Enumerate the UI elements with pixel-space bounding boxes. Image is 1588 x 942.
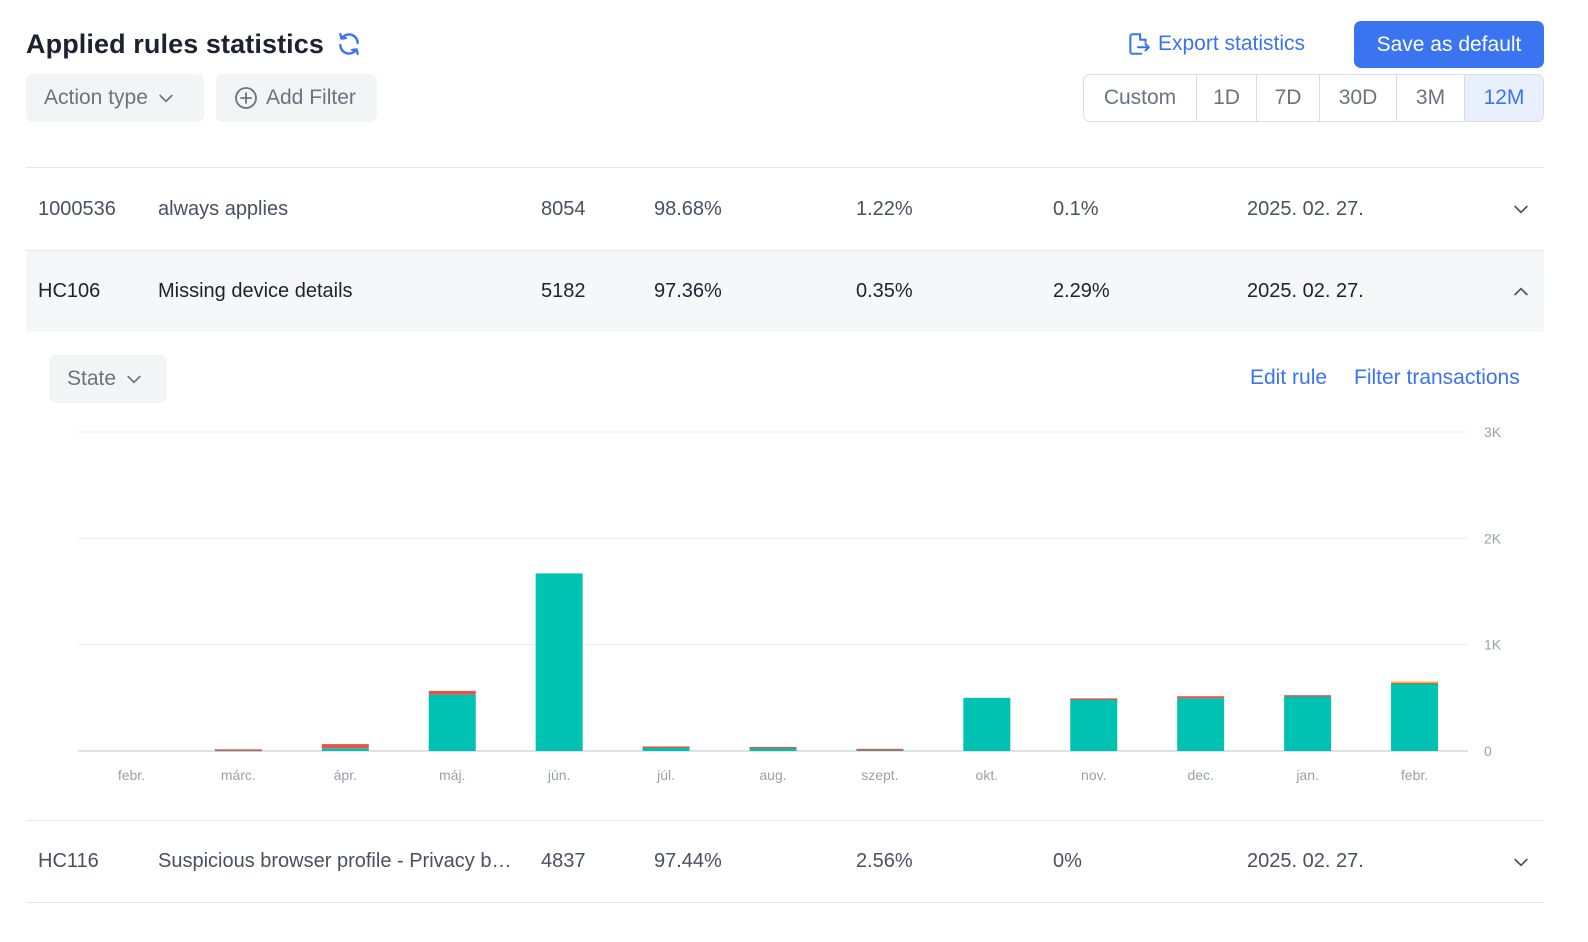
divider <box>26 167 1544 168</box>
bar-segment <box>1391 681 1439 683</box>
chevron-down-icon[interactable] <box>1510 198 1532 220</box>
bar-segment <box>428 690 476 695</box>
chevron-down-icon <box>124 369 144 389</box>
rule-count: 5182 <box>541 280 586 302</box>
bar-segment <box>321 748 369 751</box>
filter-transactions-link[interactable]: Filter transactions <box>1354 366 1520 389</box>
rule-date: 2025. 02. 27. <box>1247 280 1364 302</box>
action-type-label: Action type <box>44 86 148 109</box>
bar-segment <box>1177 696 1225 699</box>
range-1d[interactable]: 1D <box>1197 75 1257 121</box>
chevron-down-icon[interactable] <box>1510 851 1532 873</box>
x-tick-label: ápr. <box>334 767 357 783</box>
rule-name: always applies <box>158 197 289 220</box>
range-30d[interactable]: 30D <box>1320 75 1397 121</box>
bar-segment <box>321 744 369 749</box>
table-row[interactable]: HC116 Suspicious browser profile - Priva… <box>26 821 1544 903</box>
x-tick-label: okt. <box>976 767 999 783</box>
range-12m[interactable]: 12M <box>1465 75 1543 121</box>
x-tick-label: nov. <box>1081 767 1106 783</box>
y-tick-label: 2K <box>1484 530 1502 546</box>
range-7d[interactable]: 7D <box>1257 75 1320 121</box>
rule-date: 2025. 02. 27. <box>1247 850 1364 872</box>
rule-name: Missing device details <box>158 280 353 302</box>
y-tick-label: 3K <box>1484 424 1502 440</box>
export-label: Export statistics <box>1158 32 1306 55</box>
x-tick-label: aug. <box>759 767 786 783</box>
x-tick-label: márc. <box>221 767 256 783</box>
x-tick-label: jún. <box>547 767 571 783</box>
bar-segment <box>1177 698 1225 751</box>
rule-percent-3: 0% <box>1053 850 1082 872</box>
rule-percent-2: 1.22% <box>856 197 913 220</box>
plus-circle-icon <box>234 86 258 110</box>
rule-date: 2025. 02. 27. <box>1247 197 1364 220</box>
table-row[interactable]: 1000536 always applies 8054 98.68% 1.22%… <box>26 168 1544 251</box>
rule-percent-3: 2.29% <box>1053 280 1110 302</box>
rule-statistics-chart: 0 1K 2K 3K febr. márc. ápr. máj. jún. júl. aug. sze… <box>78 424 1502 783</box>
x-tick-label: szept. <box>861 767 898 783</box>
divider <box>26 820 1544 821</box>
save-as-default-button[interactable]: Save as default <box>1354 21 1544 68</box>
time-range-selector: Custom 1D 7D 30D 3M 12M <box>1083 74 1544 122</box>
bar-segment <box>214 749 262 751</box>
rule-percent-2: 2.56% <box>856 850 913 872</box>
rule-percent-1: 97.36% <box>654 280 722 302</box>
x-tick-label: jan. <box>1295 767 1319 783</box>
rule-id: HC116 <box>38 850 99 872</box>
rule-id: 1000536 <box>38 197 116 220</box>
refresh-icon[interactable] <box>336 31 362 57</box>
state-label: State <box>67 367 117 390</box>
x-tick-label: dec. <box>1187 767 1213 783</box>
bar-segment <box>1070 698 1118 700</box>
x-tick-label: máj. <box>439 767 465 783</box>
bar-segment <box>1391 682 1439 751</box>
bar-segment <box>749 747 797 751</box>
bar-segment <box>856 748 904 751</box>
rule-name: Suspicious browser profile - Privacy bro… <box>158 850 518 872</box>
bar-segment <box>428 694 476 751</box>
range-3m[interactable]: 3M <box>1397 75 1465 121</box>
rule-percent-1: 98.68% <box>654 197 722 220</box>
x-tick-label: júl. <box>656 767 675 783</box>
export-icon <box>1126 31 1152 57</box>
title-bar: Applied rules statistics <box>26 26 362 62</box>
action-type-filter[interactable]: Action type <box>26 74 204 122</box>
range-custom[interactable]: Custom <box>1084 75 1197 121</box>
table-row-expanded[interactable]: HC106 Missing device details 5182 97.36%… <box>26 251 1544 332</box>
chevron-up-icon[interactable] <box>1510 281 1532 303</box>
rule-percent-1: 97.44% <box>654 850 722 872</box>
add-filter-label: Add Filter <box>266 86 356 109</box>
page-title: Applied rules statistics <box>26 28 324 59</box>
bar-segment <box>1391 682 1439 684</box>
bar-segment <box>642 746 690 748</box>
bar-segment <box>1284 695 1332 697</box>
add-filter-button[interactable]: Add Filter <box>216 74 377 122</box>
edit-rule-link[interactable]: Edit rule <box>1250 366 1328 389</box>
rule-percent-2: 0.35% <box>856 280 913 302</box>
state-filter[interactable]: State <box>49 355 167 403</box>
bar-segment <box>749 746 797 749</box>
bar-segment <box>642 747 690 751</box>
chevron-down-icon <box>156 88 176 108</box>
bar-segment <box>1070 698 1118 751</box>
rule-count: 8054 <box>541 197 586 220</box>
y-tick-label: 1K <box>1484 637 1502 653</box>
bar-segment <box>535 573 583 751</box>
rule-count: 4837 <box>541 850 586 872</box>
y-tick-label: 0 <box>1484 743 1492 759</box>
export-statistics-link[interactable]: Export statistics <box>1126 28 1305 60</box>
x-tick-label: febr. <box>118 767 145 783</box>
bar-segment <box>963 697 1011 751</box>
bar-segment <box>1284 696 1332 751</box>
x-tick-label: febr. <box>1401 767 1428 783</box>
rule-percent-3: 0.1% <box>1053 197 1099 220</box>
rule-id: HC106 <box>38 280 101 302</box>
